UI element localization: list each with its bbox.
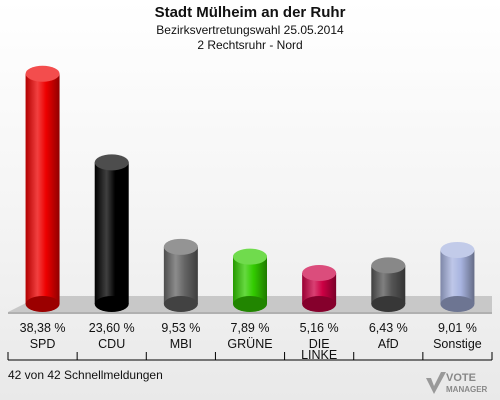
category-label-0: SPD [30,337,56,351]
chart-title: Stadt Mülheim an der Ruhr [154,4,346,21]
bar-body [440,249,475,304]
bar-2 [163,238,198,312]
category-label-4: DIE [309,337,330,351]
category-label-1: CDU [98,337,125,351]
chart-subtitle-district: 2 Rechtsruhr - Nord [197,38,303,52]
value-label-1: 23,60 % [89,321,135,335]
bar-top [233,248,267,265]
value-label-4: 5,16 % [300,321,339,335]
value-label-6: 9,01 % [438,321,477,335]
bar-bottom [233,296,267,312]
bar-top [163,238,198,255]
logo-line2: MANAGER [446,385,488,394]
logo-check-icon [426,372,446,394]
value-label-3: 7,89 % [231,321,270,335]
chart-subtitle-election: Bezirksvertretungswahl 25.05.2014 [156,23,344,37]
bar-0 [25,65,60,312]
bar-bottom [371,296,406,312]
bar-bottom [302,296,337,312]
bar-top [302,265,337,282]
footer-text: 42 von 42 Schnellmeldungen [8,368,163,382]
bar-top [94,154,129,171]
category-label-4: LINKE [301,348,337,362]
bar-body [163,246,198,304]
bar-top [371,257,406,274]
category-label-6: Sonstige [433,337,482,351]
bar-1 [94,154,129,312]
bar-3 [233,248,267,312]
category-label-5: AfD [378,337,399,351]
category-label-3: GRÜNE [227,337,272,351]
category-label-2: MBI [170,337,192,351]
bar-5 [371,257,406,312]
bar-bottom [94,296,129,312]
bar-6 [440,241,475,312]
bar-bottom [163,296,198,312]
value-label-0: 38,38 % [20,321,66,335]
value-label-5: 6,43 % [369,321,408,335]
bar-bottom [25,296,60,312]
vote-manager-logo: VOTE MANAGER [426,372,488,394]
logo-line1: VOTE [446,372,476,384]
bar-top [440,241,475,258]
value-label-2: 9,53 % [161,321,200,335]
bar-body [25,73,60,304]
bar-top [25,65,60,82]
bar-4 [302,265,337,312]
chart-floor-shadow [8,312,492,314]
bar-bottom [440,296,475,312]
bar-body [94,162,129,304]
